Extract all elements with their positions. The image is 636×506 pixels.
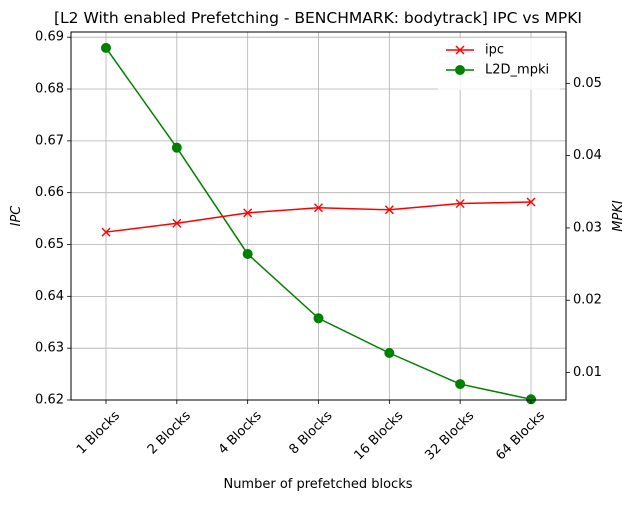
data-point-ipc: [172, 218, 182, 228]
x-marker-stroke: [172, 218, 182, 228]
y-left-tick-label: 0.66: [35, 185, 64, 200]
data-point-ipc: [526, 197, 536, 207]
y-right-tick-label: 0.01: [573, 365, 602, 380]
y-left-tick-label: 0.63: [35, 341, 64, 356]
y-left-tick-label: 0.67: [35, 133, 64, 148]
series-layer: [101, 42, 536, 405]
x-tick-label: 8 Blocks: [287, 408, 336, 457]
legend-item-ipc: ipc: [446, 43, 504, 58]
x-marker-stroke: [314, 203, 323, 213]
data-point-ipc: [243, 208, 253, 218]
legend-label: ipc: [485, 43, 504, 58]
data-point-l2d-mpki: [171, 142, 182, 153]
legend-swatch-marker: [455, 45, 465, 55]
data-point-ipc: [101, 227, 111, 237]
x-tick-label: 1 Blocks: [74, 408, 123, 457]
y-left-tick-label: 0.68: [35, 82, 64, 97]
legend-frame: [438, 38, 560, 90]
y-right-tick-label: 0.05: [573, 76, 602, 91]
x-marker-stroke: [384, 205, 394, 215]
y-right-tick-label: 0.04: [573, 148, 602, 163]
y-left-tick-label: 0.62: [35, 393, 64, 408]
x-tick-label: 32 Blocks: [422, 408, 477, 463]
x-marker-stroke: [243, 208, 253, 218]
x-tick-label: 64 Blocks: [493, 408, 548, 463]
y-left-tick-label: 0.69: [35, 30, 64, 45]
x-marker-stroke: [101, 227, 111, 237]
x-marker-stroke: [526, 197, 536, 207]
legend-swatch-marker: [455, 65, 465, 75]
y-right-tick-label: 0.03: [573, 220, 602, 235]
x-tick-label: 2 Blocks: [145, 408, 194, 457]
y-left-tick-label: 0.64: [35, 289, 64, 304]
data-point-l2d-mpki: [242, 248, 253, 259]
data-point-l2d-mpki: [101, 42, 111, 53]
data-point-l2d-mpki: [455, 379, 466, 390]
x-tick-label: 4 Blocks: [216, 408, 265, 457]
y-left-tick-label: 0.65: [35, 237, 64, 252]
chart-title: [L2 With enabled Prefetching - BENCHMARK…: [54, 9, 582, 27]
legend: ipc L2D_mpki: [438, 38, 560, 90]
legend-label: L2D_mpki: [485, 63, 549, 78]
data-point-ipc: [455, 199, 465, 209]
data-point-ipc: [314, 203, 323, 213]
y-axis-left-label: IPC: [9, 205, 24, 227]
y-axis-right-label: MPKI: [611, 200, 626, 232]
data-point-l2d-mpki: [384, 348, 395, 359]
x-marker-stroke: [455, 45, 465, 55]
data-point-l2d-mpki: [313, 313, 324, 324]
x-marker-stroke: [455, 199, 465, 209]
x-tick-label: 16 Blocks: [352, 408, 407, 463]
legend-item-l2d-mpki: L2D_mpki: [446, 63, 549, 78]
data-point-ipc: [384, 205, 394, 215]
y-right-tick-label: 0.02: [573, 293, 602, 308]
x-axis-label: Number of prefetched blocks: [223, 477, 412, 492]
